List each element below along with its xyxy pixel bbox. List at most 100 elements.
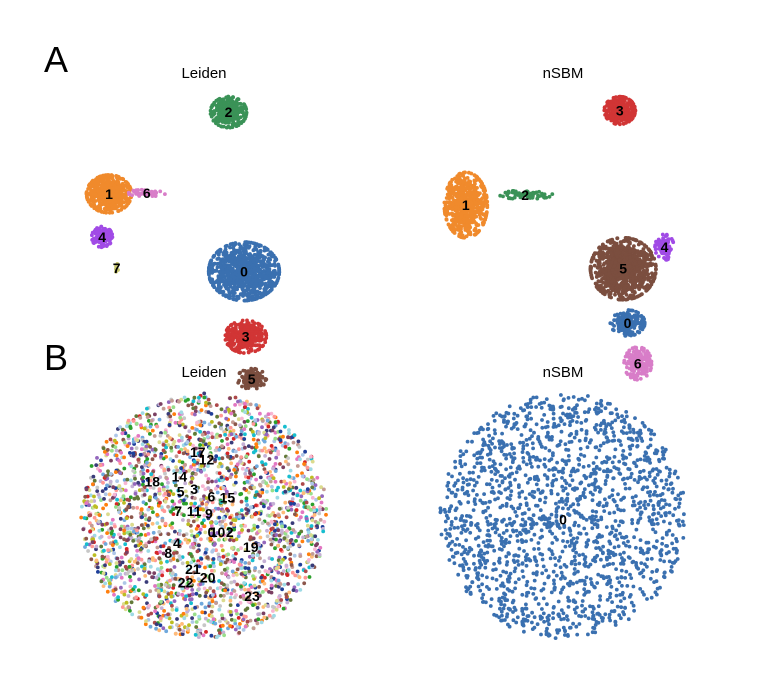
cluster-label-5: 5 — [248, 371, 256, 387]
point-cluster-1 — [95, 185, 100, 189]
point-cluster-5 — [636, 270, 641, 275]
point-cluster-2 — [501, 194, 505, 199]
point-cluster-0 — [213, 261, 217, 266]
point-cluster-0 — [260, 269, 265, 274]
point-cluster-0 — [224, 281, 228, 285]
point-cluster-1 — [92, 188, 96, 192]
point-cluster-1 — [447, 189, 451, 194]
point-cluster-5 — [602, 261, 607, 266]
point-cluster-3 — [608, 114, 613, 119]
point-cluster-0 — [265, 275, 270, 280]
point-cluster-1 — [473, 211, 477, 215]
point-cluster-0 — [277, 269, 281, 274]
point-cluster-3 — [253, 339, 258, 343]
point-cluster-0 — [623, 333, 628, 338]
point-cluster-0 — [220, 278, 225, 283]
point-cluster-5 — [621, 250, 625, 255]
point-cluster-0 — [227, 290, 232, 295]
point-cluster-5 — [623, 247, 628, 252]
point-cluster-0 — [247, 275, 252, 280]
point-cluster-1 — [448, 200, 453, 205]
point-cluster-3 — [250, 319, 255, 324]
point-cluster-0 — [251, 259, 256, 264]
point-cluster-1 — [87, 182, 92, 187]
point-cluster-0 — [245, 298, 249, 303]
point-cluster-5 — [588, 264, 593, 269]
point-cluster-3 — [627, 117, 632, 121]
point-cluster-2 — [232, 105, 236, 110]
point-cluster-0 — [273, 255, 278, 260]
point-cluster-5 — [613, 292, 617, 297]
point-cluster-1 — [450, 195, 455, 200]
point — [295, 464, 300, 468]
point-cluster-2 — [550, 192, 555, 197]
point-cluster-0 — [228, 242, 233, 247]
point-cluster-1 — [483, 215, 488, 220]
point-cluster-0 — [616, 324, 621, 329]
point-cluster-6 — [150, 194, 155, 199]
point-cluster-5 — [591, 253, 596, 258]
point-cluster-5 — [614, 251, 618, 256]
point-cluster-1 — [106, 204, 111, 208]
point-cluster-1 — [472, 178, 477, 183]
point-cluster-0 — [225, 256, 230, 261]
point-cluster-5 — [589, 259, 594, 264]
panel-letter-b: B — [44, 337, 68, 378]
point-cluster-1 — [447, 183, 452, 188]
point-cluster-2 — [208, 108, 213, 113]
point — [165, 485, 170, 489]
point-cluster-0 — [248, 271, 253, 275]
point-cluster-0 — [221, 273, 226, 278]
point-cluster-3 — [256, 347, 261, 352]
plot-a-leiden-title: Leiden — [181, 65, 226, 82]
point-cluster-2 — [230, 125, 235, 130]
point-cluster-5 — [652, 256, 657, 261]
point-cluster-5 — [240, 384, 244, 389]
point-cluster-4 — [665, 233, 669, 238]
point-cluster-2 — [209, 105, 214, 109]
cluster-label-5: 5 — [619, 261, 627, 277]
point-cluster-5 — [642, 269, 647, 274]
point — [137, 577, 142, 582]
point-cluster-4 — [108, 241, 112, 246]
point-cluster-1 — [469, 212, 474, 217]
point-cluster-5 — [630, 290, 635, 294]
point-cluster-2 — [216, 119, 221, 124]
point-cluster-0 — [225, 243, 229, 248]
point-cluster-1 — [116, 209, 121, 213]
point-cluster-5 — [631, 293, 636, 298]
point-cluster-3 — [225, 337, 230, 342]
point-cluster-6 — [638, 376, 643, 381]
point-cluster-3 — [259, 327, 264, 332]
point-cluster-6 — [158, 189, 163, 194]
point-cluster-0 — [276, 262, 281, 267]
point-cluster-0 — [216, 286, 220, 291]
point — [165, 599, 170, 604]
point-cluster-0 — [256, 250, 261, 255]
point-cluster-5 — [256, 374, 260, 378]
point-cluster-1 — [120, 204, 124, 209]
point — [129, 515, 134, 519]
point-cluster-3 — [602, 105, 607, 109]
point-cluster-5 — [600, 272, 604, 277]
point-cluster-1 — [480, 196, 485, 201]
cluster-label-0: 0 — [624, 315, 632, 331]
point-cluster-0 — [222, 249, 227, 254]
point-cluster-3 — [260, 344, 265, 349]
point-cluster-4 — [666, 257, 670, 262]
point-cluster-5 — [637, 260, 642, 265]
point-cluster-5 — [609, 286, 614, 291]
point-cluster-5 — [615, 236, 620, 241]
point-cluster-2 — [239, 120, 244, 124]
point-cluster-0 — [243, 240, 248, 245]
point-cluster-1 — [458, 234, 463, 239]
point-cluster-0 — [229, 260, 234, 264]
point-cluster-5 — [618, 292, 623, 297]
point-cluster-1 — [97, 174, 102, 179]
point-cluster-5 — [636, 285, 641, 290]
point-cluster-5 — [612, 264, 617, 268]
point — [209, 633, 214, 638]
point-cluster-6 — [153, 193, 158, 198]
point-cluster-0 — [252, 297, 257, 302]
point — [286, 568, 291, 573]
